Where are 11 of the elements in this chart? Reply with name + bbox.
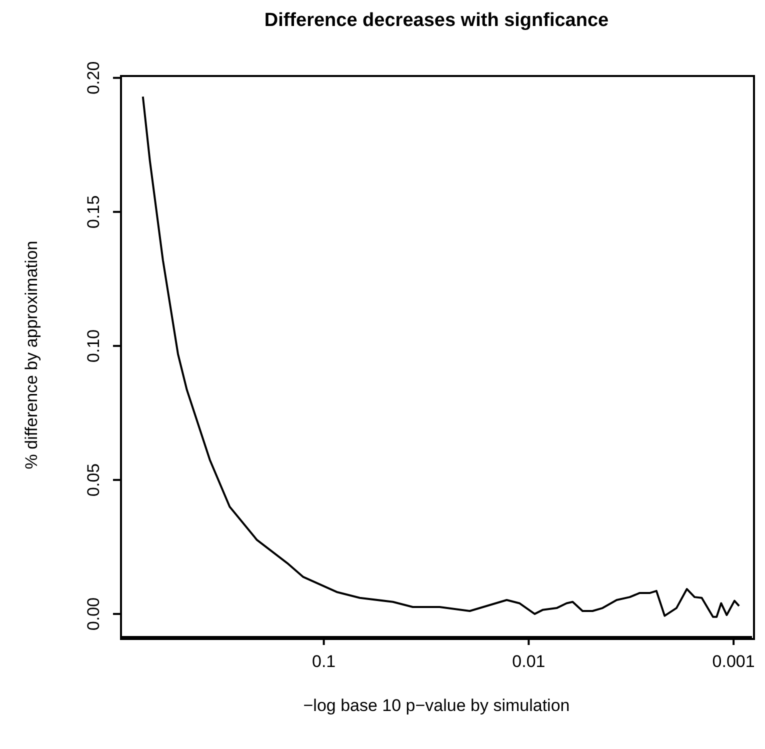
- y-tick-label: 0.20: [84, 61, 103, 94]
- x-tick-label: 0.001: [712, 652, 755, 671]
- y-tick-label: 0.00: [84, 597, 103, 630]
- x-axis-title: −log base 10 p−value by simulation: [302, 696, 571, 716]
- y-tick-label: 0.05: [84, 463, 103, 496]
- chart-title: Difference decreases with signficance: [263, 10, 610, 32]
- x-tick-label: 0.01: [512, 652, 546, 671]
- y-tick-label: 0.10: [84, 329, 103, 362]
- y-axis-title: % difference by approximation: [22, 240, 42, 472]
- y-tick-label: 0.15: [84, 195, 103, 228]
- x-tick-label: 0.1: [312, 652, 336, 671]
